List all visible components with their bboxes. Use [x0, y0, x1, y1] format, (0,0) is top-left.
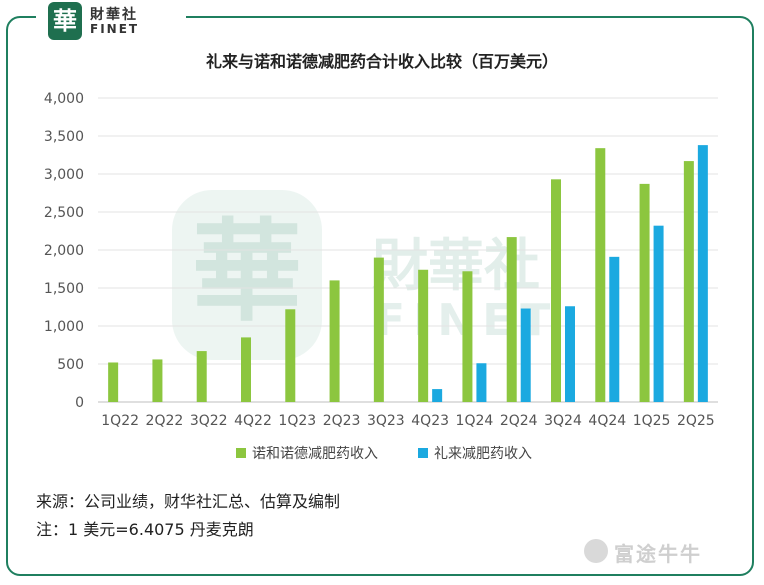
bar-novo-3Q23: [373, 257, 384, 402]
legend-swatch: [236, 448, 246, 458]
x-tick-label: 2Q25: [677, 413, 715, 429]
bar-novo-1Q24: [462, 271, 473, 402]
logo-en-text: FINET: [90, 22, 140, 36]
x-tick-label: 4Q23: [411, 413, 449, 429]
y-tick-label: 500: [57, 357, 84, 373]
bar-novo-1Q22: [108, 362, 119, 402]
bar-lilly-3Q24: [565, 306, 575, 402]
futu-brand-text: 富途牛牛: [614, 542, 702, 566]
finet-logo: 華 財華社 FINET: [36, 2, 186, 42]
bar-lilly-2Q25: [697, 145, 708, 402]
x-tick-label: 4Q24: [588, 413, 626, 429]
bar-novo-4Q24: [595, 148, 606, 402]
bar-novo-1Q23: [285, 309, 296, 402]
watermark: 華 財華社 FINET: [172, 190, 550, 360]
bar-novo-4Q23: [418, 269, 429, 402]
bar-lilly-4Q24: [609, 256, 620, 402]
y-axis-ticks: 0 500 1,000 1,500 2,000 2,500 3,000 3,500 4,000: [44, 91, 84, 411]
legend-label: 礼来减肥药收入: [434, 446, 532, 462]
x-tick-label: 2Q23: [323, 413, 361, 429]
legend-label: 诺和诺德减肥药收入: [252, 446, 378, 462]
bar-novo-3Q22: [196, 351, 207, 402]
y-tick-label: 0: [75, 395, 84, 411]
y-tick-label: 3,000: [44, 167, 84, 183]
legend-swatch: [418, 448, 428, 458]
logo-cn-text: 財華社: [90, 7, 138, 23]
y-tick-label: 2,500: [44, 205, 84, 221]
finet-seal-icon: 華: [48, 2, 82, 40]
x-tick-label: 2Q24: [500, 413, 538, 429]
x-tick-label: 1Q22: [101, 413, 139, 429]
bar-novo-4Q22: [241, 337, 251, 402]
x-tick-label: 1Q25: [633, 413, 671, 429]
chart-title: 礼来与诺和诺德减肥药合计收入比较（百万美元）: [205, 52, 558, 71]
y-tick-label: 3,500: [44, 129, 84, 145]
x-tick-label: 2Q22: [146, 413, 184, 429]
y-tick-label: 4,000: [44, 91, 84, 107]
watermark-seal-icon: [172, 190, 322, 360]
bars: [108, 145, 708, 402]
bar-novo-1Q25: [639, 183, 650, 402]
y-tick-label: 1,000: [44, 319, 84, 335]
futu-logo-icon: [584, 539, 608, 563]
bar-novo-2Q23: [329, 280, 340, 402]
x-axis-ticks: 1Q22 2Q22 3Q22 4Q22 1Q23 2Q23 3Q23 4Q23 1Q24 2Q24…: [101, 413, 714, 429]
x-tick-label: 1Q24: [456, 413, 494, 429]
grid-lines: [98, 97, 718, 403]
bar-lilly-1Q25: [653, 225, 664, 402]
bar-novo-2Q24: [506, 237, 517, 402]
x-tick-label: 3Q23: [367, 413, 405, 429]
y-tick-label: 2,000: [44, 243, 84, 259]
bar-novo-2Q25: [683, 161, 694, 402]
futu-brand: 富途牛牛: [584, 537, 754, 566]
x-tick-label: 3Q24: [544, 413, 582, 429]
bar-lilly-4Q23: [432, 389, 443, 402]
x-tick-label: 3Q22: [190, 413, 228, 429]
y-tick-label: 1,500: [44, 281, 84, 297]
source-note: 来源：公司业绩，财华社汇总、估算及编制: [36, 492, 341, 511]
fx-note: 注：1 美元=6.4075 丹麦克朗: [36, 520, 254, 539]
watermark-seal-char: 華: [192, 208, 302, 336]
bar-lilly-2Q24: [520, 308, 531, 402]
chart-frame: [6, 16, 754, 576]
bar-novo-2Q22: [152, 359, 163, 402]
x-tick-label: 1Q23: [278, 413, 316, 429]
legend: 诺和诺德减肥药收入 礼来减肥药收入: [236, 446, 532, 462]
bar-novo-3Q24: [551, 179, 561, 402]
x-tick-label: 4Q22: [234, 413, 272, 429]
bar-lilly-1Q24: [476, 363, 487, 402]
